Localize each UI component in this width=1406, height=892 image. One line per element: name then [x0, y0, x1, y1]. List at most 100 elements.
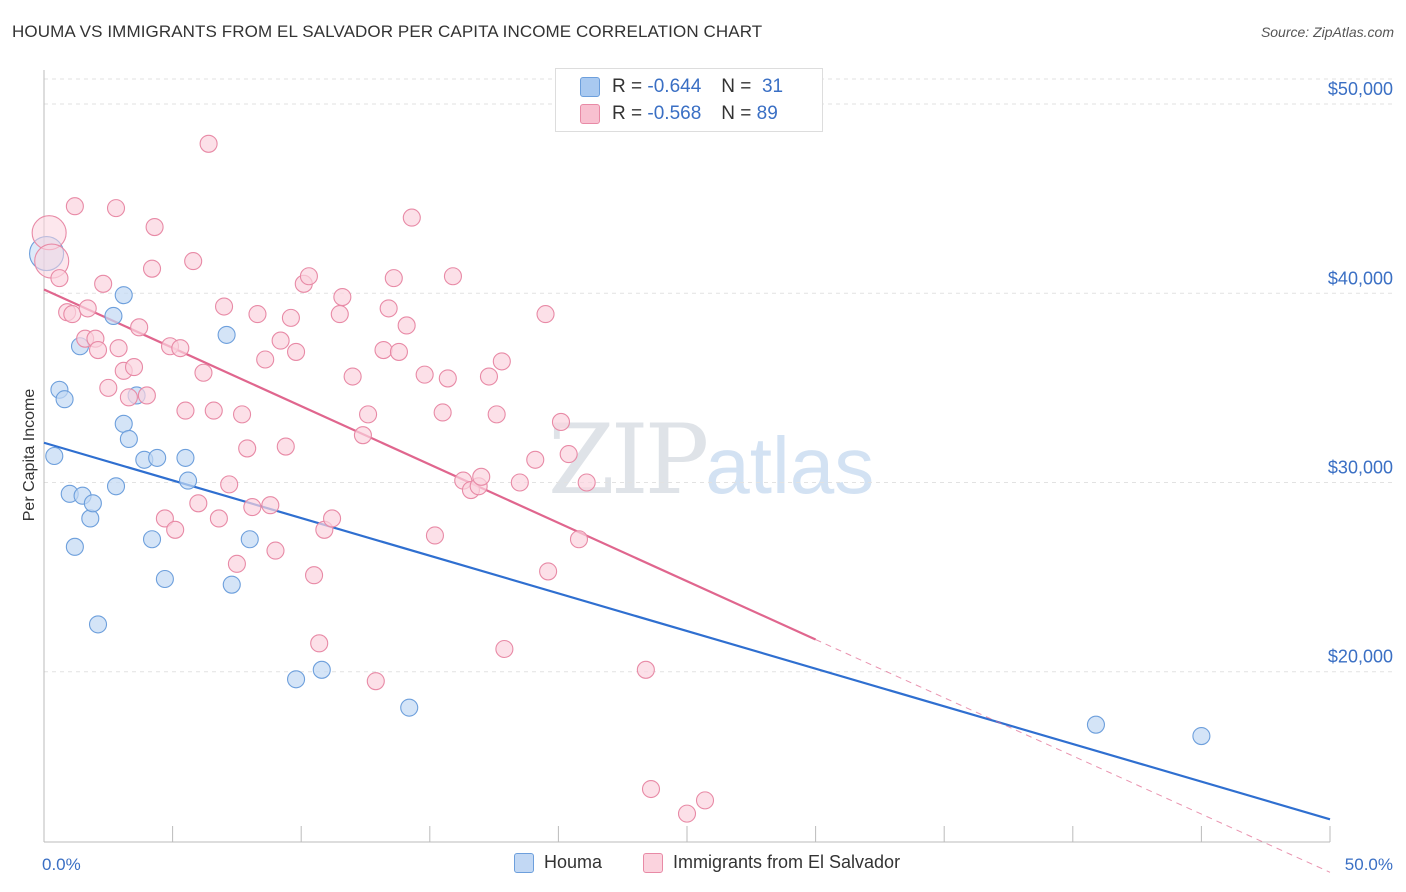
legend-swatch-el-salvador [643, 852, 663, 873]
el-salvador-point [415, 365, 434, 384]
houma-point [176, 448, 195, 467]
el-salvador-point [366, 672, 385, 691]
el-salvador-point [495, 639, 514, 659]
el-salvador-point [248, 305, 267, 324]
legend-label-houma: Houma [544, 852, 603, 872]
el-salvador-point [209, 509, 228, 528]
houma-point [222, 575, 241, 594]
houma-point [240, 530, 259, 549]
grid-layer [44, 78, 1394, 673]
el-salvador-swatch [580, 104, 600, 124]
el-salvador-point [281, 308, 300, 327]
houma-swatch [580, 77, 600, 97]
el-salvador-point [137, 386, 156, 405]
el-salvador-point [438, 369, 457, 388]
el-salvador-point [65, 197, 84, 216]
el-salvador-point [238, 439, 257, 458]
el-salvador-point [641, 779, 661, 799]
el-salvador-point [171, 339, 190, 358]
houma-point [400, 698, 419, 717]
legend-label-el-salvador: Immigrants from El Salvador [673, 852, 901, 872]
houma-point [106, 477, 126, 496]
houma-point [1192, 726, 1211, 746]
chart-title: HOUMA VS IMMIGRANTS FROM EL SALVADOR PER… [12, 22, 763, 41]
el-salvador-point [551, 412, 571, 431]
el-salvador-point [397, 316, 416, 335]
houma-point [55, 390, 74, 409]
houma-point [142, 530, 162, 549]
houma-point [83, 494, 102, 513]
x-max-label: 50.0% [1345, 855, 1393, 874]
el-salvador-point [119, 388, 138, 407]
r-label: R = [612, 76, 643, 97]
el-salvador-point [266, 541, 285, 560]
el-salvador-point [384, 269, 403, 288]
el-salvador-point [559, 445, 578, 464]
houma-point [81, 509, 100, 528]
el-salvador-point [359, 405, 378, 424]
el-salvador-point [88, 340, 108, 360]
el-salvador-point [539, 562, 558, 581]
el-salvador-point [492, 352, 511, 371]
legend-item-el-salvador[interactable]: Immigrants from El Salvador [643, 852, 900, 873]
n-label: N = [721, 76, 752, 97]
n-value: 31 [761, 76, 784, 97]
el-salvador-point [569, 530, 589, 549]
el-salvador-point [330, 305, 349, 324]
n-value: 89 [756, 103, 778, 124]
el-salvador-point [184, 252, 203, 271]
houma-point [1086, 715, 1105, 734]
el-salvador-point [299, 267, 318, 286]
n-label: N = [721, 103, 752, 124]
stats-box: R = -0.644 N = 31 R = -0.568 N = 89 [555, 68, 823, 132]
el-salvador-point [194, 363, 213, 382]
el-salvador-point [472, 467, 491, 486]
el-salvador-point [94, 274, 113, 293]
el-salvador-point [109, 339, 128, 358]
el-salvador-point [155, 509, 174, 528]
stats-row-houma: R = -0.644 N = 31 [580, 74, 783, 100]
axis-layer: $20,000 $30,000 $40,000 $50,000 [43, 70, 1393, 843]
houma-point [114, 286, 133, 305]
el-salvador-point [333, 288, 352, 307]
el-salvador-point [199, 134, 218, 153]
source-label: Source: ZipAtlas.com [1260, 24, 1394, 40]
houma-trend-line [43, 441, 1331, 821]
el-salvador-point [305, 566, 324, 585]
houma-point [114, 414, 133, 433]
y-tick-label: $20,000 [1328, 647, 1393, 667]
el-salvador-point [78, 299, 97, 318]
point-layer [29, 134, 1211, 823]
el-salvador-point [402, 208, 421, 227]
el-salvador-point [243, 498, 262, 517]
el-salvador-point [425, 526, 444, 545]
el-salvador-point [343, 367, 362, 386]
el-salvador-point [145, 217, 164, 237]
el-salvador-point [232, 405, 252, 424]
el-salvador-point [227, 554, 246, 573]
el-salvador-point [63, 305, 82, 324]
houma-point [148, 448, 167, 467]
houma-point [217, 325, 236, 344]
el-salvador-point [214, 297, 234, 316]
el-salvador-point [479, 367, 499, 386]
houma-point [287, 670, 306, 689]
r-label: R = [612, 103, 643, 124]
el-salvador-point [287, 342, 306, 361]
el-salvador-point [443, 267, 462, 286]
legend-item-houma[interactable]: Houma [514, 852, 602, 873]
el-salvador-point [106, 199, 126, 218]
el-salvador-point [50, 269, 69, 288]
houma-point [45, 446, 64, 466]
el-salvador-point [323, 509, 342, 528]
houma-point [65, 537, 84, 556]
y-axis-label: Per Capita Income [21, 389, 38, 522]
el-salvador-point [510, 473, 529, 492]
el-salvador-point [124, 358, 144, 377]
el-salvador-point [353, 426, 372, 445]
r-value: -0.644 [647, 76, 702, 97]
el-salvador-point [99, 378, 118, 397]
el-salvador-point [526, 450, 545, 469]
el-salvador-point [433, 403, 452, 422]
